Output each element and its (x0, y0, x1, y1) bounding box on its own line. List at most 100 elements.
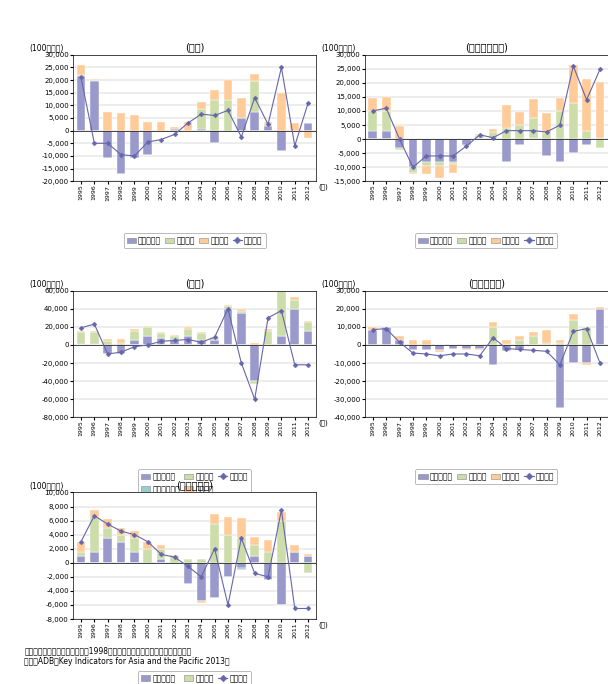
Title: (韓国): (韓国) (185, 278, 204, 289)
Bar (224, 535, 232, 563)
Bar (197, 560, 206, 563)
Bar (77, 332, 85, 344)
Bar (382, 327, 390, 345)
Bar (368, 327, 377, 330)
Bar (291, 297, 299, 300)
Bar (489, 327, 497, 345)
Bar (143, 549, 152, 563)
Bar (130, 552, 139, 563)
Bar (250, 81, 259, 111)
Bar (422, 139, 430, 161)
Bar (117, 542, 125, 563)
Bar (516, 112, 524, 125)
Bar (197, 341, 206, 345)
Bar (596, 307, 604, 308)
Bar (130, 329, 139, 331)
Bar (264, 552, 272, 563)
Bar (596, 308, 604, 345)
Bar (368, 98, 377, 111)
Bar (237, 563, 246, 568)
Bar (304, 331, 313, 345)
Bar (395, 148, 404, 150)
Bar (277, 563, 286, 605)
Bar (596, 137, 604, 139)
Bar (304, 131, 313, 138)
Bar (210, 338, 219, 341)
Bar (368, 330, 377, 345)
Bar (224, 306, 232, 308)
Bar (197, 101, 206, 109)
Bar (596, 139, 604, 148)
Bar (516, 339, 524, 345)
Bar (264, 126, 272, 131)
Title: (タイ): (タイ) (185, 42, 204, 53)
Bar (170, 563, 179, 564)
Bar (77, 552, 85, 555)
Bar (556, 111, 564, 139)
Bar (449, 139, 457, 161)
Text: (100万ドル): (100万ドル) (321, 279, 356, 288)
Bar (449, 349, 457, 350)
Bar (542, 133, 551, 139)
Bar (117, 345, 125, 354)
Bar (264, 331, 272, 345)
Bar (184, 122, 192, 131)
Bar (103, 519, 112, 527)
Bar (210, 90, 219, 101)
Bar (489, 345, 497, 365)
Bar (304, 563, 313, 573)
Text: (年): (年) (319, 622, 328, 628)
Bar (449, 345, 457, 349)
Bar (368, 111, 377, 131)
Bar (475, 137, 484, 139)
Bar (489, 137, 497, 139)
Bar (117, 131, 125, 174)
Text: 備考：マレーシアについては、1998年以前の証券投賄に関するデータなし。: 備考：マレーシアについては、1998年以前の証券投賄に関するデータなし。 (24, 646, 192, 655)
Bar (224, 80, 232, 101)
Bar (117, 527, 125, 535)
Bar (103, 345, 112, 354)
Bar (449, 161, 457, 164)
Text: (年): (年) (319, 420, 328, 426)
Bar (237, 538, 246, 563)
Bar (529, 336, 537, 345)
Bar (502, 105, 511, 128)
Text: (100万ドル): (100万ドル) (321, 43, 356, 52)
Bar (210, 337, 219, 338)
Bar (556, 341, 564, 343)
Bar (291, 123, 299, 131)
Bar (277, 291, 286, 336)
Bar (291, 308, 299, 345)
Legend: その他投賄, デリバティブ, 証券投賄, 直接投賄, 投賄収支: その他投賄, デリバティブ, 証券投賄, 直接投賄, 投賄収支 (138, 671, 251, 684)
Bar (304, 321, 313, 322)
Bar (264, 540, 272, 552)
Bar (130, 538, 139, 552)
Bar (184, 329, 192, 336)
Bar (475, 135, 484, 137)
Bar (277, 336, 286, 345)
Bar (569, 139, 578, 153)
Bar (556, 343, 564, 345)
Bar (210, 514, 219, 524)
Bar (170, 555, 179, 563)
Bar (157, 560, 165, 563)
Bar (277, 512, 286, 521)
Bar (170, 129, 179, 131)
Bar (409, 139, 417, 167)
Bar (395, 341, 404, 345)
Bar (237, 568, 246, 570)
Bar (502, 339, 511, 344)
Bar (90, 331, 98, 332)
Bar (224, 101, 232, 131)
Bar (157, 122, 165, 131)
Bar (542, 330, 551, 343)
Bar (449, 164, 457, 173)
Bar (277, 131, 286, 151)
Bar (569, 314, 578, 319)
Bar (90, 79, 98, 80)
Bar (462, 145, 471, 146)
Bar (103, 341, 112, 345)
Bar (382, 131, 390, 139)
Bar (130, 331, 139, 341)
Bar (516, 336, 524, 339)
